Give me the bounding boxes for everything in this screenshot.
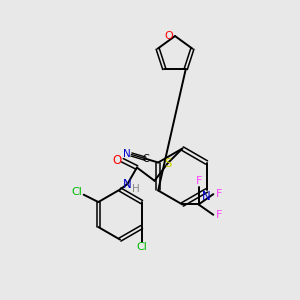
Text: Cl: Cl (136, 242, 147, 252)
Text: F: F (195, 176, 202, 186)
Text: O: O (112, 154, 121, 167)
Text: F: F (216, 189, 222, 199)
Text: C: C (142, 154, 149, 164)
Text: Cl: Cl (72, 187, 83, 197)
Text: O: O (164, 31, 173, 41)
Text: S: S (164, 157, 172, 169)
Text: N: N (123, 149, 131, 160)
Text: N: N (123, 178, 132, 190)
Text: H: H (132, 184, 140, 194)
Text: F: F (216, 210, 222, 220)
Text: N: N (202, 190, 211, 203)
